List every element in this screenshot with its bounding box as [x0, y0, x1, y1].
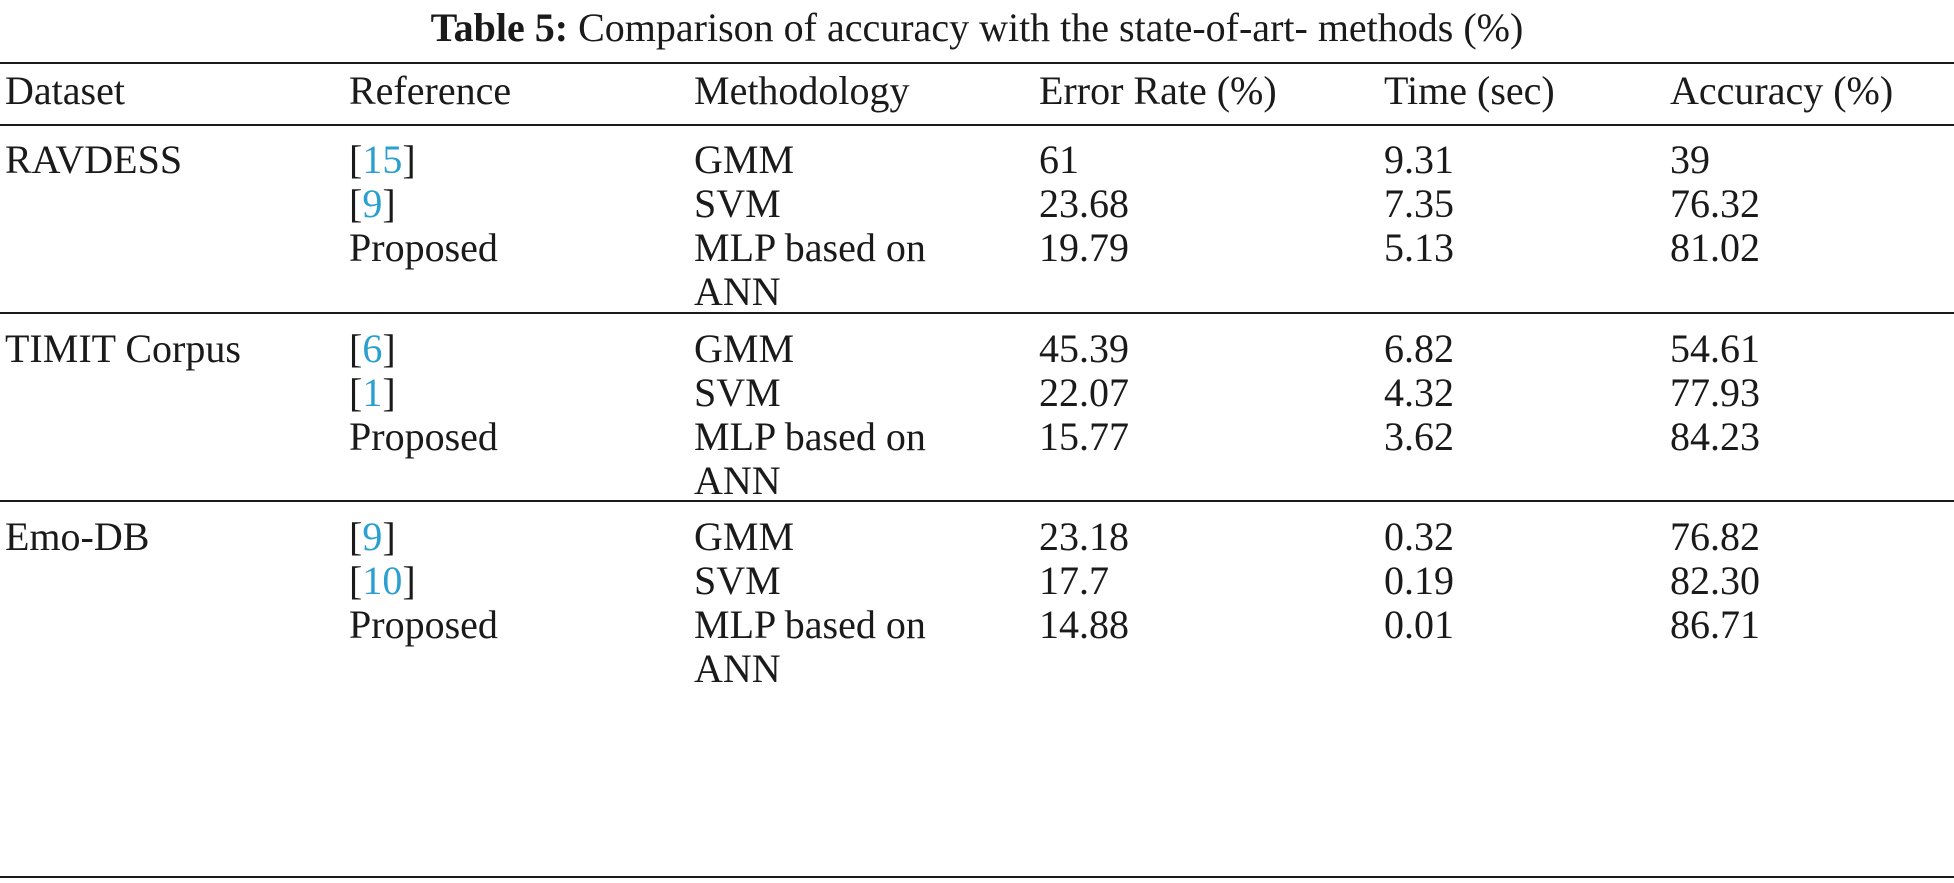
ref-close-bracket: ]	[382, 370, 396, 415]
time-cell: 6.82	[1384, 326, 1454, 371]
methodology-cell: MLP based on	[694, 414, 926, 459]
accuracy-cell: 77.93	[1670, 370, 1760, 415]
error-rate-cell: 23.18	[1039, 514, 1129, 559]
ref-open-bracket: [	[349, 370, 363, 415]
methodology-cell: SVM	[694, 181, 781, 226]
accuracy-cell: 81.02	[1670, 225, 1760, 270]
citation-link[interactable]: 15	[362, 137, 403, 182]
error-rate-cell: 45.39	[1039, 326, 1129, 371]
bottom-rule	[0, 876, 1954, 878]
table-caption: Table 5: Comparison of accuracy with the…	[0, 4, 1954, 52]
error-rate-cell: 61	[1039, 137, 1079, 182]
dataset-name: Emo-DB	[5, 514, 150, 559]
methodology-cell: GMM	[694, 326, 795, 371]
accuracy-cell: 86.71	[1670, 602, 1760, 647]
time-cell: 0.32	[1384, 514, 1454, 559]
time-cell: 7.35	[1384, 181, 1454, 226]
caption-label: Table 5:	[430, 5, 569, 50]
time-cell: 0.19	[1384, 558, 1454, 603]
reference-text: Proposed	[349, 414, 498, 459]
reference-text: Proposed	[349, 225, 498, 270]
reference-citation: [10]	[349, 554, 416, 608]
header-rule	[0, 124, 1954, 126]
reference-citation: [9]	[349, 510, 396, 564]
methodology-cell: GMM	[694, 514, 795, 559]
header-dataset: Dataset	[5, 68, 125, 113]
ref-open-bracket: [	[349, 558, 363, 603]
accuracy-cell: 84.23	[1670, 414, 1760, 459]
methodology-cell-continued: ANN	[694, 458, 781, 503]
header-methodology: Methodology	[694, 68, 910, 113]
time-cell: 3.62	[1384, 414, 1454, 459]
ref-open-bracket: [	[349, 181, 363, 226]
group-rule	[0, 312, 1954, 314]
header-error-rate: Error Rate (%)	[1039, 68, 1277, 113]
reference-citation: [6]	[349, 322, 396, 376]
accuracy-cell: 76.82	[1670, 514, 1760, 559]
methodology-cell: MLP based on	[694, 225, 926, 270]
citation-link[interactable]: 6	[362, 326, 383, 371]
citation-link[interactable]: 9	[362, 181, 383, 226]
error-rate-cell: 14.88	[1039, 602, 1129, 647]
ref-open-bracket: [	[349, 514, 363, 559]
citation-link[interactable]: 1	[362, 370, 383, 415]
time-cell: 5.13	[1384, 225, 1454, 270]
accuracy-cell: 54.61	[1670, 326, 1760, 371]
header-time: Time (sec)	[1384, 68, 1555, 113]
dataset-name: RAVDESS	[5, 137, 183, 182]
accuracy-cell: 76.32	[1670, 181, 1760, 226]
reference-citation: [15]	[349, 133, 416, 187]
caption-text: Comparison of accuracy with the state-of…	[578, 5, 1524, 50]
methodology-cell: MLP based on	[694, 602, 926, 647]
ref-open-bracket: [	[349, 137, 363, 182]
time-cell: 9.31	[1384, 137, 1454, 182]
methodology-cell: GMM	[694, 137, 795, 182]
ref-close-bracket: ]	[402, 137, 416, 182]
methodology-cell-continued: ANN	[694, 646, 781, 691]
methodology-cell: SVM	[694, 558, 781, 603]
ref-close-bracket: ]	[382, 514, 396, 559]
reference-text: Proposed	[349, 602, 498, 647]
citation-link[interactable]: 9	[362, 514, 383, 559]
accuracy-cell: 82.30	[1670, 558, 1760, 603]
error-rate-cell: 15.77	[1039, 414, 1129, 459]
error-rate-cell: 23.68	[1039, 181, 1129, 226]
top-rule	[0, 62, 1954, 64]
reference-citation: [9]	[349, 177, 396, 231]
error-rate-cell: 22.07	[1039, 370, 1129, 415]
reference-citation: [1]	[349, 366, 396, 420]
group-rule	[0, 500, 1954, 502]
time-cell: 4.32	[1384, 370, 1454, 415]
accuracy-cell: 39	[1670, 137, 1710, 182]
ref-close-bracket: ]	[402, 558, 416, 603]
header-accuracy: Accuracy (%)	[1670, 68, 1894, 113]
error-rate-cell: 19.79	[1039, 225, 1129, 270]
header-reference: Reference	[349, 68, 512, 113]
methodology-cell-continued: ANN	[694, 269, 781, 314]
dataset-name: TIMIT Corpus	[5, 326, 241, 371]
time-cell: 0.01	[1384, 602, 1454, 647]
ref-close-bracket: ]	[382, 181, 396, 226]
error-rate-cell: 17.7	[1039, 558, 1109, 603]
methodology-cell: SVM	[694, 370, 781, 415]
ref-open-bracket: [	[349, 326, 363, 371]
ref-close-bracket: ]	[382, 326, 396, 371]
citation-link[interactable]: 10	[362, 558, 403, 603]
